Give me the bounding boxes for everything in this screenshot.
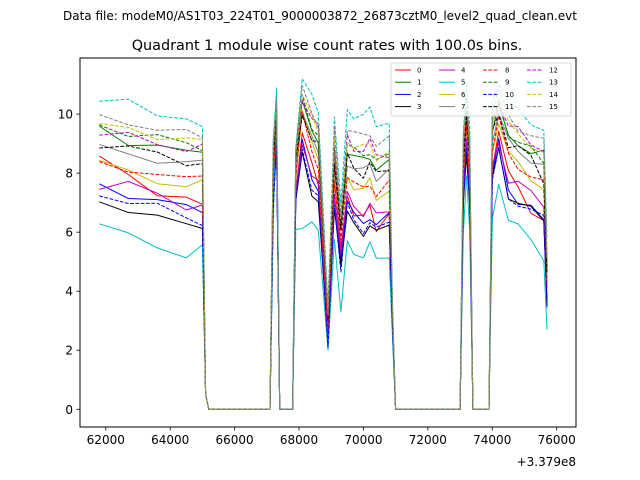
x-tick-label: 66000 <box>216 433 254 447</box>
y-tick-label: 10 <box>58 108 73 122</box>
legend-box <box>390 62 572 117</box>
series-line-15 <box>99 84 548 410</box>
y-tick-label: 8 <box>65 167 73 181</box>
legend-label-0: 0 <box>417 67 421 75</box>
legend-label-2: 2 <box>417 91 421 99</box>
x-tick-label: 64000 <box>151 433 189 447</box>
y-axis: 0 2 4 6 8 10 <box>58 108 80 417</box>
series-line-10 <box>99 139 548 410</box>
x-offset-label: +3.379e8 <box>517 455 576 469</box>
x-tick-label: 72000 <box>409 433 447 447</box>
legend-label-5: 5 <box>461 79 465 87</box>
y-tick-label: 4 <box>65 285 73 299</box>
legend-label-11: 11 <box>505 103 514 111</box>
legend-label-6: 6 <box>461 91 466 99</box>
y-tick-label: 6 <box>65 226 73 240</box>
x-axis: 62000 64000 66000 68000 70000 72000 74000 76000 <box>87 427 576 447</box>
legend-label-12: 12 <box>549 67 558 75</box>
legend-label-15: 15 <box>549 103 558 111</box>
x-tick-label: 74000 <box>473 433 511 447</box>
x-tick-label: 62000 <box>87 433 125 447</box>
legend-label-8: 8 <box>505 67 509 75</box>
legend-label-14: 14 <box>549 91 558 99</box>
plot-lines <box>99 78 548 410</box>
legend-label-1: 1 <box>417 79 421 87</box>
legend-label-9: 9 <box>505 79 509 87</box>
legend-label-10: 10 <box>505 91 514 99</box>
axes-frame <box>79 57 577 428</box>
x-tick-label: 68000 <box>280 433 318 447</box>
legend-label-7: 7 <box>461 103 465 111</box>
x-tick-label: 76000 <box>538 433 576 447</box>
y-tick-label: 2 <box>65 344 73 358</box>
legend-label-4: 4 <box>461 67 466 75</box>
suptitle: Data file: modeM0/AS1T03_224T01_90000038… <box>63 9 577 23</box>
y-tick-label: 0 <box>65 403 73 417</box>
legend-label-3: 3 <box>417 103 421 111</box>
legend-label-13: 13 <box>549 79 558 87</box>
chart-title: Quadrant 1 module wise count rates with … <box>132 38 523 54</box>
x-tick-label: 70000 <box>344 433 382 447</box>
